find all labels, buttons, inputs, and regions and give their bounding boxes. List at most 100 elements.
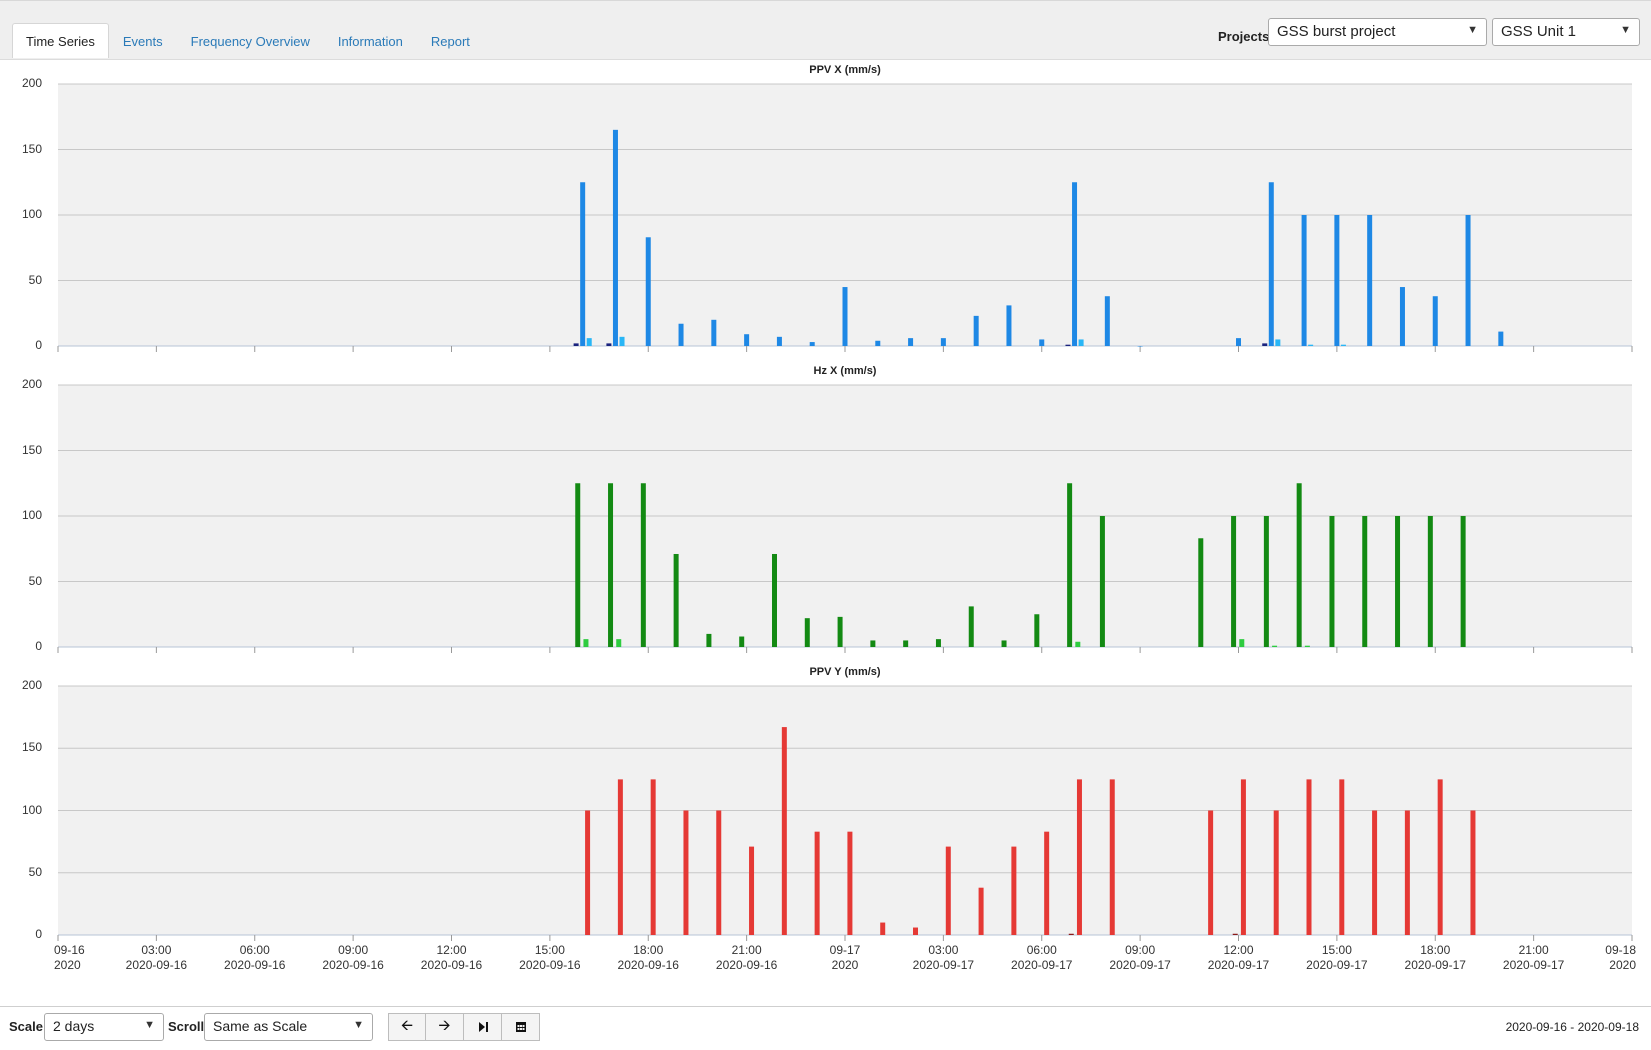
x-tick-time: 12:00 — [1223, 943, 1254, 957]
hz-x-bar-light — [583, 639, 589, 647]
ppv-x-bar-light — [1308, 344, 1314, 346]
ppv-y-bar-main — [880, 922, 886, 935]
ppv-y-y-tick-label: 150 — [21, 740, 42, 755]
hz-x-y-tick-label: 100 — [21, 508, 42, 522]
ppv-x-y-tick-label: 150 — [21, 141, 42, 156]
hz-x-chart-title: Hz X (mm/s) — [813, 365, 877, 377]
ppv-y-bar-main — [847, 831, 853, 935]
ppv-y-bar-main — [1470, 810, 1476, 935]
tab-report[interactable]: Report — [430, 34, 470, 49]
ppv-x-bar-main — [678, 323, 684, 346]
hz-x-bar-main — [640, 483, 646, 647]
scale-select[interactable]: 2 days ▼ — [44, 1013, 164, 1041]
x-tick-label: 06:00 2020-09-17 — [1002, 943, 1082, 973]
ppv-x-bar-light — [1078, 339, 1084, 346]
tab-bar: Time Series Events Frequency Overview In… — [12, 23, 484, 58]
arrow-left-icon: 🡨 — [400, 1016, 414, 1034]
project-select-value: GSS burst project — [1277, 23, 1396, 40]
previous-button[interactable]: 🡨 — [388, 1013, 426, 1041]
ppv-x-bar-main — [1104, 296, 1110, 346]
hz-x-y-tick-label: 150 — [21, 442, 42, 457]
ppv-y-bar-main — [1339, 779, 1345, 935]
x-tick-date: 2020-09-17 — [1207, 958, 1270, 972]
ppv-x-bar-light — [619, 336, 625, 346]
x-tick-time: 15:00 — [1321, 943, 1352, 957]
ppv-x-y-tick-label: 100 — [21, 207, 42, 221]
tab-events[interactable]: Events — [122, 34, 163, 49]
ppv-x-bar-main — [940, 338, 946, 346]
ppv-y-bar-main — [716, 810, 722, 935]
hz-x-bar-main — [1427, 516, 1433, 647]
ppv-y-bar-main — [1437, 779, 1443, 935]
hz-x-bar-light — [1304, 645, 1310, 647]
ppv-y-bar-main — [1011, 846, 1017, 935]
x-tick-date: 2020-09-17 — [1502, 958, 1565, 972]
x-tick-date: 2020-09-16 — [224, 958, 286, 972]
chevron-down-icon: ▼ — [1467, 24, 1478, 36]
x-tick-date: 2020-09-17 — [1306, 958, 1368, 972]
hz-x-bar-main — [1296, 483, 1302, 647]
x-tick-time: 09-18 — [1605, 943, 1636, 957]
hz-x-bar-main — [1099, 516, 1105, 647]
project-select[interactable]: GSS burst project ▼ — [1268, 18, 1487, 46]
hz-x-bar-main — [739, 636, 745, 647]
x-tick-label: 21:00 2020-09-16 — [707, 943, 787, 973]
ppv-x-bar-main — [1399, 287, 1405, 346]
ppv-y-bar-main — [585, 810, 591, 935]
x-tick-date: 2020-09-16 — [617, 958, 679, 972]
tab-time-series[interactable]: Time Series — [12, 23, 109, 58]
hz-x-bar-main — [837, 616, 843, 647]
ppv-y-bar-main — [1109, 779, 1115, 935]
hz-x-bar-main — [1067, 483, 1073, 647]
ppv-y-y-tick-label: 0 — [35, 927, 42, 941]
tab-information[interactable]: Information — [337, 34, 403, 49]
ppv-x-bar-main — [1334, 215, 1340, 346]
hz-x-bar-main — [1460, 516, 1466, 647]
x-tick-date: 2020 — [831, 958, 859, 972]
ppv-x-bar-dark — [606, 343, 612, 346]
ppv-y-bar-main — [1076, 779, 1082, 935]
ppv-x-bar-dark — [573, 343, 579, 346]
jump-to-latest-button[interactable] — [464, 1013, 502, 1041]
ppv-x-bar-main — [1367, 215, 1373, 346]
ppv-x-bar-light — [1340, 344, 1346, 346]
ppv-x-bar-dark — [1262, 343, 1268, 346]
x-tick-date: 2020 — [1609, 958, 1636, 972]
ppv-y-bar-main — [683, 810, 689, 935]
tab-frequency-overview[interactable]: Frequency Overview — [190, 34, 310, 49]
ppv-x-bar-main — [1236, 338, 1241, 346]
hz-x-y-tick-label: 200 — [21, 377, 42, 391]
calendar-button[interactable] — [502, 1013, 540, 1041]
x-tick-time: 12:00 — [436, 943, 467, 957]
next-button[interactable]: 🡪 — [426, 1013, 464, 1041]
x-tick-label: 09:00 2020-09-17 — [1100, 943, 1180, 973]
x-tick-label: 15:00 2020-09-16 — [510, 943, 590, 973]
x-tick-date: 2020-09-16 — [322, 958, 384, 972]
ppv-y-bar-dark — [1232, 933, 1238, 935]
ppv-x-bar-main — [1137, 346, 1143, 347]
ppv-x-bar-dark — [1065, 344, 1071, 346]
hz-x-bar-main — [608, 483, 614, 647]
x-tick-label: 15:00 2020-09-17 — [1297, 943, 1377, 973]
ppv-x-bar-main — [645, 237, 651, 346]
x-tick-label: 03:00 2020-09-16 — [116, 943, 196, 973]
hz-x-bar-main — [1198, 538, 1204, 647]
x-tick-date: 2020-09-17 — [912, 958, 975, 972]
ppv-x-bar-main — [842, 287, 848, 346]
x-tick-label: 18:00 2020-09-16 — [608, 943, 688, 973]
x-tick-time: 06:00 — [239, 943, 270, 957]
date-range-text: 2020-09-16 - 2020-09-18 — [1505, 1020, 1639, 1034]
hz-x-bar-main — [935, 639, 941, 647]
hz-x-bar-light — [1272, 645, 1278, 647]
hz-x-bar-main — [1395, 516, 1401, 647]
top-toolbar: Time Series Events Frequency Overview In… — [0, 0, 1651, 60]
scroll-select[interactable]: Same as Scale ▼ — [204, 1013, 373, 1041]
x-tick-label: 03:00 2020-09-17 — [903, 943, 983, 973]
x-tick-date: 2020-09-16 — [715, 958, 778, 972]
ppv-y-bar-main — [913, 927, 919, 935]
ppv-y-bar-main — [1208, 810, 1214, 935]
unit-select[interactable]: GSS Unit 1 ▼ — [1492, 18, 1640, 46]
hz-x-bar-main — [903, 640, 909, 647]
ppv-x-y-tick-label: 0 — [35, 338, 42, 352]
hz-x-bar-main — [1034, 614, 1040, 647]
